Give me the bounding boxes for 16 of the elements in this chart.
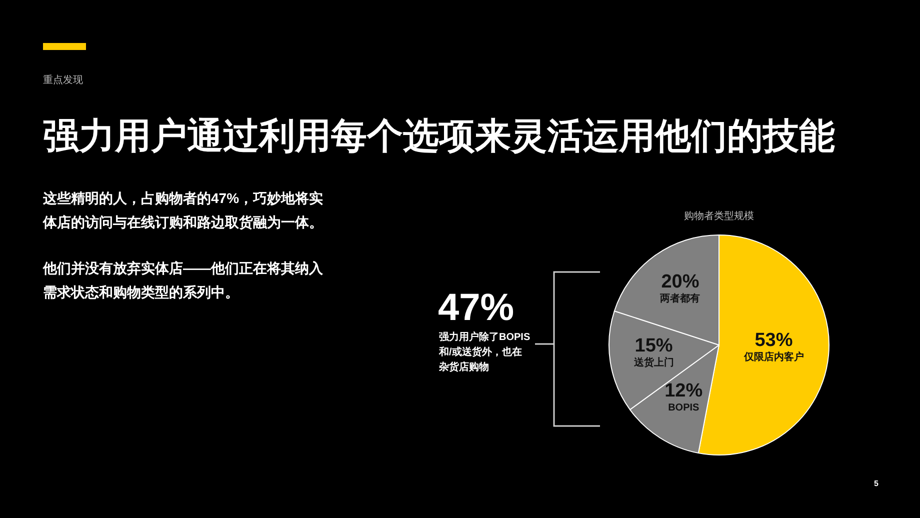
slice-label: 送货上门 [632,356,674,368]
slice-label: 两者都有 [659,292,700,305]
text: 5 [874,479,879,488]
data-label: 12% [664,380,703,402]
slice-label: BOPIS [668,402,700,414]
chart-subtitle: 购物者类型规模 [684,210,754,222]
chart-title: 强力用户通过利用每个选项来灵活运用他们的技能 [43,115,835,156]
text: 重点发现 [43,74,83,86]
slice-label: 仅限店内客户 [742,351,804,364]
text: 这些精明的人，占购物者的47%，巧妙地将实体店的访问与在线订购和路边取货融为一体。 [42,190,324,230]
data-label: 53% [754,330,793,352]
text: 47% [438,287,514,329]
data-label: 20% [661,272,700,293]
data-label: 15% [634,335,673,356]
text: 强力用户除了BOPIS和/或送货外，也在杂货店购物 [438,331,530,373]
text: 他们并没有放弃实体店——他们正在将其纳入需求状态和购物类型的系列中。 [42,260,324,300]
